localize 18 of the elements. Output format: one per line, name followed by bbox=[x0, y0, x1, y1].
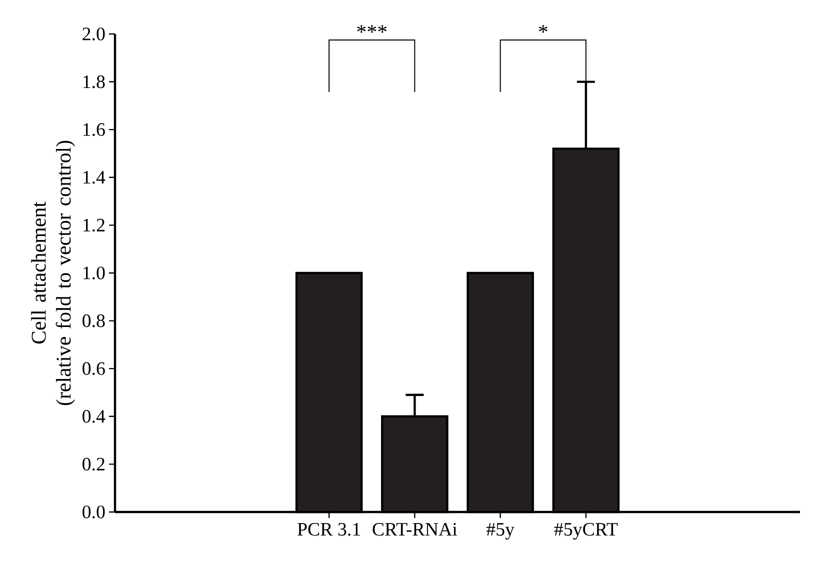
y-tick-label: 1.6 bbox=[83, 123, 105, 136]
y-tick-label: 0.2 bbox=[82, 458, 104, 471]
y-tick-label: 2.0 bbox=[82, 28, 105, 40]
y-tick-label: 0.4 bbox=[82, 410, 106, 423]
text: *** bbox=[357, 25, 387, 33]
y-tick-label: 1.2 bbox=[83, 218, 104, 232]
x-tick-label: PCR 3.1 bbox=[298, 522, 360, 536]
y-tick-label: 0.8 bbox=[82, 314, 105, 328]
x-tick-label: #5y bbox=[486, 523, 514, 540]
y-tick-label: 1.4 bbox=[83, 171, 106, 184]
y-tick-label: 0.0 bbox=[82, 506, 105, 518]
x-tick-label: CRT-RNAi bbox=[372, 522, 458, 536]
text: * bbox=[538, 25, 548, 33]
y-tick-label: 1.8 bbox=[83, 75, 105, 88]
y-tick-label: 0.6 bbox=[82, 362, 105, 376]
y-tick-label: 1.0 bbox=[83, 266, 105, 280]
y-axis-title: Cell attachement (relative fold to vector control) bbox=[31, 140, 75, 406]
x-tick-label: #5yCRT bbox=[554, 522, 618, 540]
